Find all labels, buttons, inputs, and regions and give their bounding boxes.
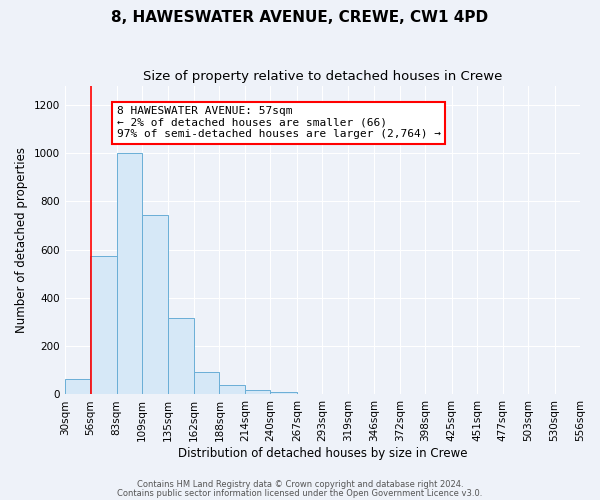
Bar [194, 372, 220, 394]
Bar [90, 256, 116, 394]
X-axis label: Distribution of detached houses by size in Crewe: Distribution of detached houses by size … [178, 447, 467, 460]
Text: Contains HM Land Registry data © Crown copyright and database right 2024.: Contains HM Land Registry data © Crown c… [137, 480, 463, 489]
Y-axis label: Number of detached properties: Number of detached properties [15, 147, 28, 333]
Bar [167, 318, 194, 394]
Text: 8, HAWESWATER AVENUE, CREWE, CW1 4PD: 8, HAWESWATER AVENUE, CREWE, CW1 4PD [112, 10, 488, 25]
Bar [116, 153, 142, 394]
Bar [142, 214, 167, 394]
Bar [245, 390, 271, 394]
Text: 8 HAWESWATER AVENUE: 57sqm
← 2% of detached houses are smaller (66)
97% of semi-: 8 HAWESWATER AVENUE: 57sqm ← 2% of detac… [116, 106, 440, 140]
Bar [65, 379, 90, 394]
Title: Size of property relative to detached houses in Crewe: Size of property relative to detached ho… [143, 70, 502, 83]
Bar [220, 385, 245, 394]
Bar [271, 392, 297, 394]
Text: Contains public sector information licensed under the Open Government Licence v3: Contains public sector information licen… [118, 490, 482, 498]
